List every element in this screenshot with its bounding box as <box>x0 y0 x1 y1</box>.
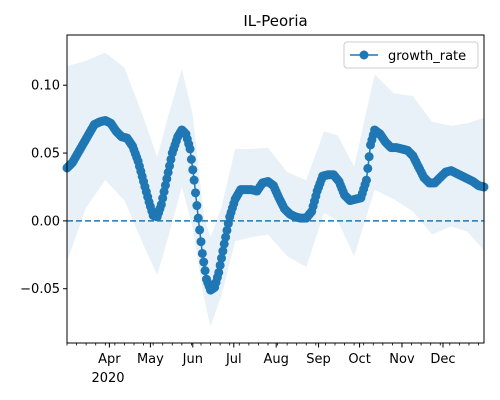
data-point <box>215 260 225 270</box>
y-tick-label: 0.10 <box>31 79 60 94</box>
data-point <box>188 165 198 175</box>
x-tick-label: May <box>137 352 164 367</box>
data-point <box>222 225 232 235</box>
y-tick-label: 0.05 <box>31 147 60 162</box>
x-tick-label: Dec <box>430 352 455 367</box>
x-tick-label: Nov <box>389 352 415 367</box>
data-point <box>214 267 224 277</box>
legend-label: growth_rate <box>388 49 466 64</box>
legend: growth_rate <box>343 41 479 69</box>
y-axis: −0.05 0.00 0.05 0.10 <box>20 79 67 297</box>
data-point <box>217 253 226 263</box>
data-point <box>192 201 202 211</box>
data-point <box>197 248 207 258</box>
chart-title: IL-Peoria <box>243 12 307 30</box>
data-point <box>221 232 231 242</box>
x-tick-label: Jun <box>182 352 203 367</box>
x-tick-label: Aug <box>263 352 288 367</box>
x-tick-label: Apr <box>98 352 121 367</box>
x-tick-label: Sep <box>306 352 331 367</box>
data-point <box>199 257 209 267</box>
series-layer <box>62 115 489 295</box>
legend-marker-swatch <box>359 50 369 60</box>
x-tick-label: Oct <box>348 352 370 367</box>
data-point <box>218 246 228 256</box>
x-tick-label: Jul <box>225 352 242 367</box>
data-point <box>186 154 196 164</box>
data-point <box>185 144 195 154</box>
plot-frame <box>66 34 485 344</box>
x-axis-year-label: 2020 <box>91 371 124 386</box>
data-point <box>363 163 373 173</box>
data-point <box>195 225 205 235</box>
data-point <box>191 188 201 198</box>
data-point <box>223 219 233 229</box>
data-point <box>361 175 371 185</box>
plot-area <box>62 52 489 327</box>
data-point <box>189 175 199 185</box>
data-point <box>219 239 229 249</box>
legend-box <box>343 41 479 69</box>
data-point <box>200 266 210 276</box>
y-tick-label: −0.05 <box>20 282 60 297</box>
data-point <box>196 237 206 247</box>
data-point <box>364 152 374 162</box>
data-point <box>193 213 203 223</box>
y-tick-label: 0.00 <box>31 214 60 229</box>
x-axis: Apr May Jun Jul Aug Sep Oct Nov Dec <box>66 343 479 367</box>
